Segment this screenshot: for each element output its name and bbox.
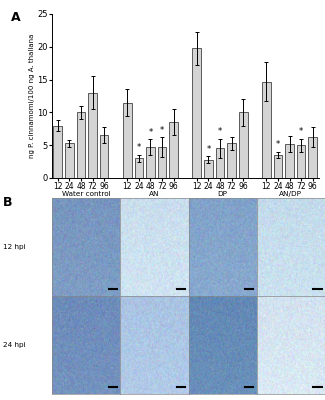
Bar <box>65 143 74 178</box>
Text: *: * <box>276 140 280 149</box>
Bar <box>308 137 317 178</box>
Bar <box>169 122 178 178</box>
Bar <box>297 145 306 178</box>
Text: 12 hpi: 12 hpi <box>3 244 26 250</box>
Bar <box>158 147 166 178</box>
Bar <box>100 135 109 178</box>
Bar <box>192 48 201 178</box>
Text: AN: AN <box>145 222 156 231</box>
Bar <box>77 112 85 178</box>
Text: AN/DP: AN/DP <box>278 222 302 231</box>
Text: B: B <box>3 196 13 209</box>
Text: *: * <box>137 144 141 152</box>
X-axis label: Hours post-inoculation (hpi): Hours post-inoculation (hpi) <box>127 211 244 220</box>
Text: *: * <box>149 128 153 137</box>
Bar <box>216 148 224 178</box>
Bar <box>227 143 236 178</box>
Text: DP: DP <box>215 222 225 231</box>
Text: *: * <box>218 127 222 136</box>
Bar <box>88 93 97 178</box>
Bar <box>204 160 213 178</box>
Bar <box>262 82 271 178</box>
Bar <box>53 126 62 178</box>
Text: Water control: Water control <box>62 191 110 197</box>
Text: *: * <box>299 127 303 136</box>
Text: DP: DP <box>218 191 227 197</box>
Bar <box>135 158 143 178</box>
Text: Water control: Water control <box>55 222 107 231</box>
Text: *: * <box>206 145 211 154</box>
Y-axis label: ng P. cinnamomi/100 ng A. thaliana: ng P. cinnamomi/100 ng A. thaliana <box>29 34 34 158</box>
Bar <box>285 144 294 178</box>
Text: 24 hpi: 24 hpi <box>3 342 26 348</box>
Bar <box>239 112 248 178</box>
Text: *: * <box>160 126 164 135</box>
Text: AN/DP: AN/DP <box>280 191 302 197</box>
Text: AN: AN <box>149 191 160 197</box>
Bar <box>146 147 155 178</box>
Bar <box>123 102 132 178</box>
Bar <box>274 155 282 178</box>
Text: A: A <box>11 11 20 24</box>
